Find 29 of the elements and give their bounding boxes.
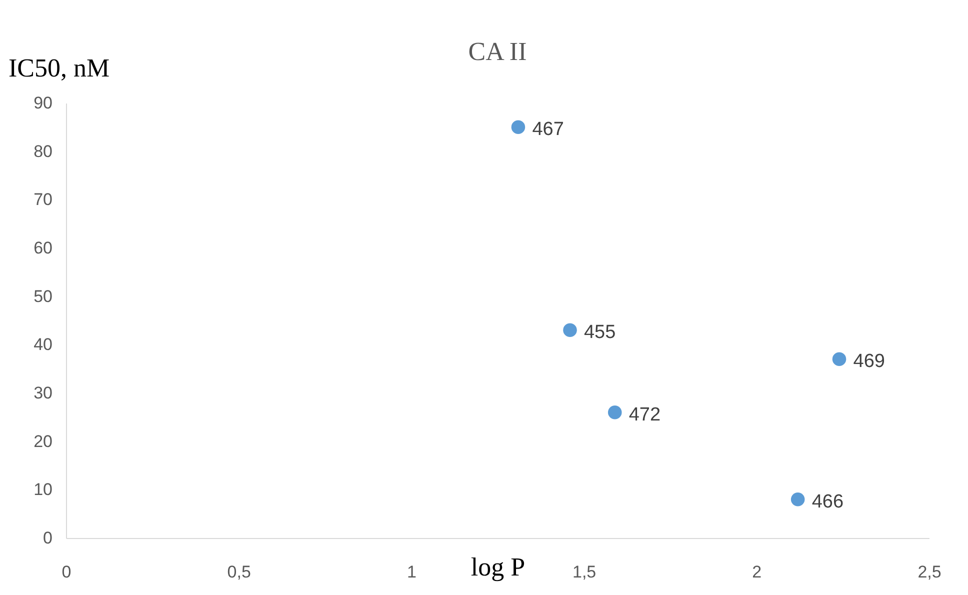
x-tick-label: 2,5 xyxy=(918,562,942,582)
point xyxy=(790,492,805,506)
x-tick-label: 1,5 xyxy=(572,562,596,582)
annotation: 469 xyxy=(853,351,885,372)
point xyxy=(511,120,526,134)
x-tick-label: 2 xyxy=(752,562,762,582)
x-tick-label: 0,5 xyxy=(227,562,251,582)
y-tick-label: 80 xyxy=(34,142,52,161)
y-tick-label: 30 xyxy=(34,384,52,402)
chart-title: CA II xyxy=(468,37,527,66)
y-tick-label: 90 xyxy=(34,94,52,112)
annotation: 472 xyxy=(628,404,661,426)
y-tick-label: 40 xyxy=(34,335,52,354)
point xyxy=(563,323,577,338)
annotation: 467 xyxy=(532,119,564,140)
y-tick-label: 0 xyxy=(43,528,52,548)
y-tick-label: 10 xyxy=(34,480,52,500)
x-axis-title: log P xyxy=(470,552,526,582)
y-tick-label: 70 xyxy=(34,190,52,210)
annotation: 455 xyxy=(584,322,616,344)
annotation: 466 xyxy=(812,491,844,512)
y-tick-label: 60 xyxy=(34,238,52,258)
x-tick-label: 0 xyxy=(62,562,72,582)
point xyxy=(832,352,846,366)
y-tick-label: 20 xyxy=(34,432,52,451)
y-axis-title: IC50, nM xyxy=(8,54,110,82)
y-tick-label: 50 xyxy=(34,286,52,306)
point xyxy=(608,405,622,420)
x-tick-label: 1 xyxy=(406,562,416,582)
